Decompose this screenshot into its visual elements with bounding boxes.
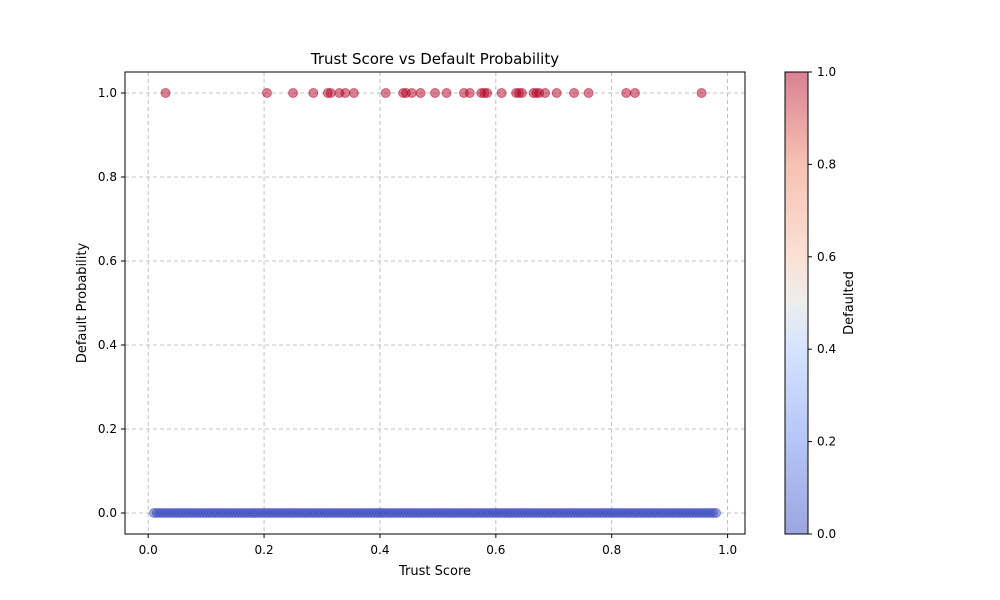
defaulted-point <box>482 88 493 98</box>
defaulted-point <box>340 88 351 98</box>
colorbar: 0.0 0.2 0.4 0.6 0.8 1.0 Defaulted <box>784 65 857 541</box>
non-defaulted-point <box>711 508 722 518</box>
axis-ticks: 0.0 0.2 0.4 0.6 0.8 1.0 0.0 0.2 0.4 0.6 0.8 1.0 <box>98 86 737 557</box>
defaulted-point <box>406 88 417 98</box>
chart-title: Trust Score vs Default Probability <box>310 50 559 68</box>
grid <box>125 72 745 534</box>
y-tick-label: 1.0 <box>98 86 117 100</box>
x-tick-label: 0.2 <box>255 543 274 557</box>
x-tick-label: 0.4 <box>370 543 389 557</box>
y-tick-label: 0.2 <box>98 422 117 436</box>
colorbar-label: Defaulted <box>842 271 857 335</box>
defaulted-point <box>380 88 391 98</box>
colorbar-tick-label: 0.6 <box>817 250 836 264</box>
defaulted-point <box>415 88 426 98</box>
colorbar-tick-label: 0.0 <box>817 527 836 541</box>
y-tick-label: 0.6 <box>98 254 117 268</box>
x-tick-label: 1.0 <box>718 543 737 557</box>
defaulted-point <box>308 88 319 98</box>
defaulted-point <box>325 88 336 98</box>
colorbar-tick-label: 1.0 <box>817 65 836 79</box>
x-tick-label: 0.0 <box>139 543 158 557</box>
defaulted-point <box>496 88 507 98</box>
defaulted-point <box>696 88 707 98</box>
defaulted-point <box>441 88 452 98</box>
x-axis-label: Trust Score <box>398 564 471 579</box>
y-tick-label: 0.8 <box>98 170 117 184</box>
x-tick-label: 0.8 <box>602 543 621 557</box>
defaulted-point <box>569 88 580 98</box>
y-axis-label: Default Probability <box>75 243 90 364</box>
defaulted-point <box>551 88 562 98</box>
defaulted-point <box>288 88 299 98</box>
x-tick-label: 0.6 <box>486 543 505 557</box>
colorbar-tick-label: 0.2 <box>817 435 836 449</box>
colorbar-tick-label: 0.4 <box>817 342 836 356</box>
colorbar-gradient <box>784 71 809 535</box>
defaulted-point <box>621 88 632 98</box>
defaulted-point <box>430 88 440 98</box>
y-tick-label: 0.4 <box>98 338 117 352</box>
defaulted-point <box>516 88 527 98</box>
defaulted-point <box>464 88 475 98</box>
defaulted-point <box>261 88 272 98</box>
defaulted-point <box>160 88 171 98</box>
y-tick-label: 0.0 <box>98 506 117 520</box>
colorbar-tick-label: 0.8 <box>817 157 836 171</box>
data-points <box>148 88 722 518</box>
plot-area <box>124 71 746 535</box>
defaulted-point <box>629 88 640 98</box>
defaulted-point <box>348 88 359 98</box>
defaulted-point <box>583 88 594 98</box>
colorbar-ticks: 0.0 0.2 0.4 0.6 0.8 1.0 <box>808 65 836 541</box>
defaulted-point <box>540 88 551 98</box>
